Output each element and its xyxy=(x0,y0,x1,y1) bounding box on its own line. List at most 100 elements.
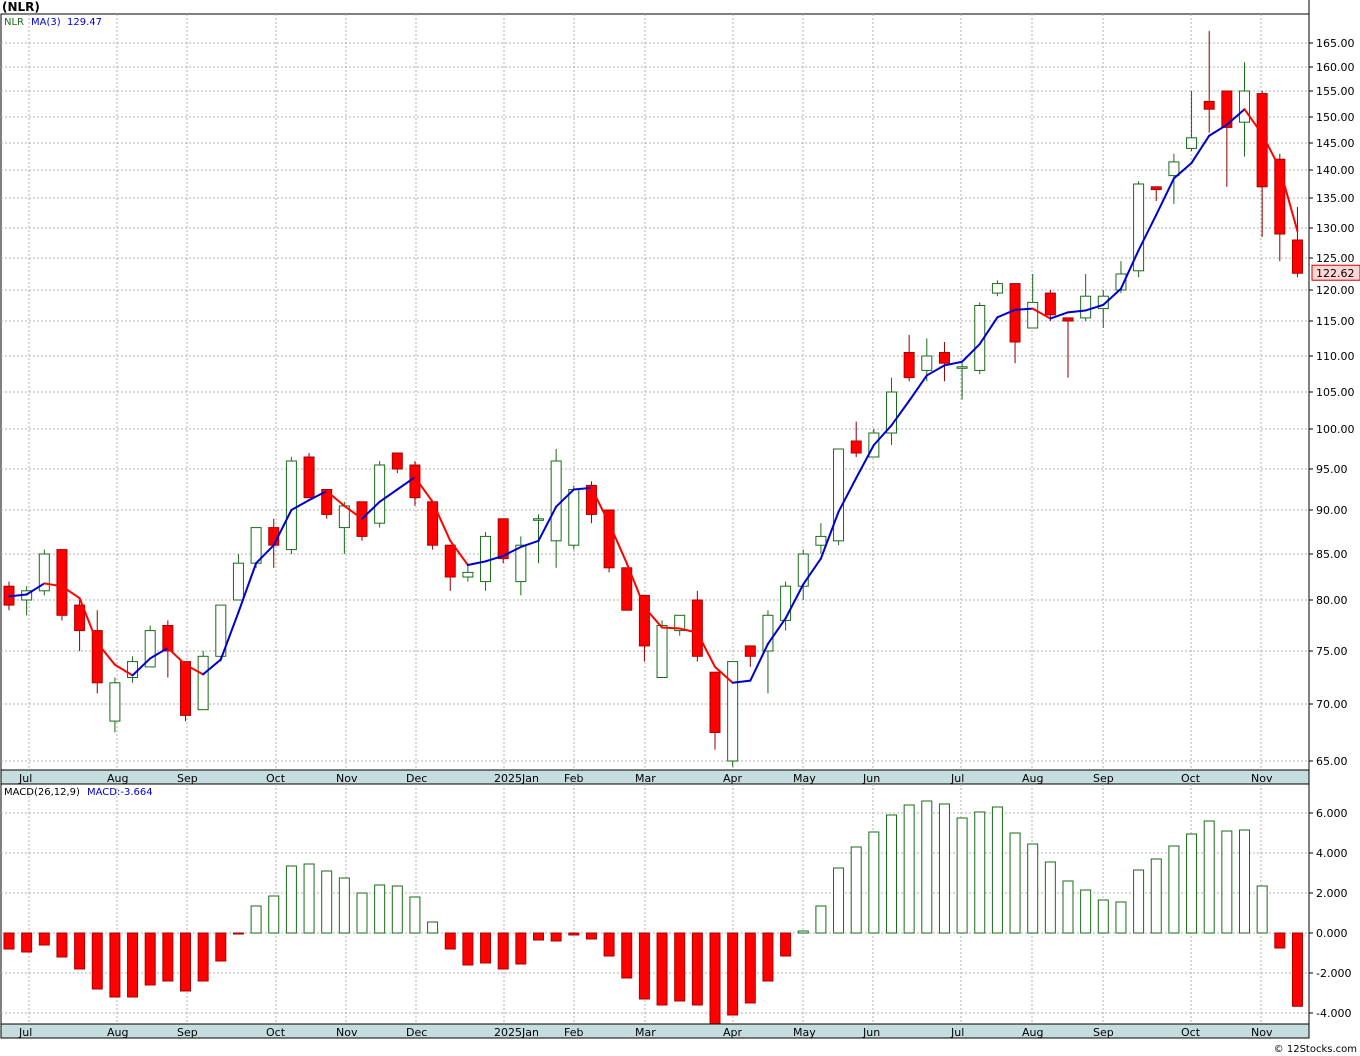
candle-body xyxy=(74,604,86,632)
price-x-tick-label: Sep xyxy=(177,772,198,785)
ma3-line-segment xyxy=(113,663,134,677)
macd-bar xyxy=(638,932,650,1000)
macd-panel: 6.000 4.000 2.000 0.000 -2.000 -4.000 MACD(26,… xyxy=(0,783,1357,1055)
macd-plot-area xyxy=(0,783,1310,1025)
candle-body xyxy=(215,604,227,657)
ma3-line-segment xyxy=(43,582,63,588)
ma3-line-segment xyxy=(802,557,822,586)
price-x-tick-label: Apr xyxy=(723,772,743,785)
ma3-line-segment xyxy=(678,627,699,634)
macd-bar xyxy=(621,932,633,979)
macd-x-tick-label: May xyxy=(793,1026,816,1039)
price-x-tick-label: Mar xyxy=(635,772,656,785)
candle-body xyxy=(462,571,474,578)
price-y-tick-label: 120.00 xyxy=(1316,284,1355,297)
ma3-line-segment xyxy=(572,486,593,491)
candle-body xyxy=(109,682,121,722)
macd-bar xyxy=(585,932,597,940)
macd-x-tick-label: Jul xyxy=(950,1026,964,1039)
ma3-line-segment xyxy=(413,476,434,503)
candle-body xyxy=(850,440,862,454)
price-legend-ma-value: 129.47 xyxy=(67,17,102,28)
macd-bar xyxy=(603,932,615,957)
macd-bar xyxy=(1239,829,1250,934)
ma3-line-segment xyxy=(1119,249,1140,290)
candle-body xyxy=(656,625,668,678)
ma3-line-segment xyxy=(466,560,487,567)
price-x-tick-label: Sep xyxy=(1093,772,1114,785)
macd-bar xyxy=(727,932,739,1016)
macd-x-tick-label: Apr xyxy=(723,1026,743,1039)
macd-y-tick-label: -4.000 xyxy=(1316,1007,1351,1020)
candle-body xyxy=(144,630,156,668)
ma3-line-segment xyxy=(25,582,46,596)
candle-body xyxy=(921,355,933,371)
macd-bar xyxy=(321,870,333,934)
price-y-tick-label: 145.00 xyxy=(1316,137,1355,150)
ma3-line-segment xyxy=(872,424,893,446)
ma3-line-segment xyxy=(590,486,611,525)
price-legend-ma: MA(3) xyxy=(31,17,61,28)
price-y-tick-label: 125.00 xyxy=(1316,252,1355,265)
macd-bar xyxy=(691,932,703,1006)
macd-bar xyxy=(374,884,386,934)
ma3-line-segment xyxy=(696,631,716,668)
macd-bar xyxy=(303,863,315,934)
price-y-tick-label: 65.00 xyxy=(1316,755,1348,768)
macd-bar xyxy=(1009,832,1021,934)
price-x-tick-label: 2025Jan xyxy=(494,772,539,785)
last-price-tag: 122.62 xyxy=(1316,267,1355,280)
ma3-line-segment xyxy=(519,539,540,548)
footer-credit: © 12Stocks.com xyxy=(1274,1044,1357,1055)
macd-bar xyxy=(868,831,880,934)
price-y-tick-label: 90.00 xyxy=(1316,504,1348,517)
ma3-line-segment xyxy=(1137,213,1158,252)
macd-bar xyxy=(974,811,986,934)
macd-x-tick-label: Aug xyxy=(107,1026,128,1039)
ma3-line-segment xyxy=(1102,287,1122,306)
ma3-line-segment xyxy=(625,562,646,609)
macd-bar xyxy=(109,932,121,998)
ma3-line-segment xyxy=(325,490,346,507)
macd-bar xyxy=(127,932,139,998)
macd-bar xyxy=(815,905,827,934)
ma3-line-segment xyxy=(978,316,999,346)
ma3-line-segment xyxy=(819,510,840,560)
macd-bar xyxy=(991,806,1003,934)
macd-legend-value: MACD:-3.664 xyxy=(87,787,153,798)
candle-body xyxy=(1186,137,1198,149)
candle-body xyxy=(1080,295,1092,319)
candle-body xyxy=(938,352,950,364)
price-x-tick-label: Nov xyxy=(336,772,358,785)
macd-bar xyxy=(162,932,174,982)
candle-body xyxy=(1062,317,1074,322)
macd-bar xyxy=(956,817,968,934)
candle-body xyxy=(1097,295,1109,310)
ma3-line-segment xyxy=(343,504,363,520)
ma3-line-segment xyxy=(661,626,681,630)
price-x-tick-label: Jun xyxy=(862,772,880,785)
macd-bar xyxy=(197,932,209,982)
ma3-line-segment xyxy=(837,477,858,513)
candle-body xyxy=(1150,186,1162,191)
macd-bar xyxy=(409,896,421,934)
ma3-line-segment xyxy=(184,663,205,676)
ma3-line-segment xyxy=(96,641,116,666)
ma3-line-segment xyxy=(1084,303,1105,312)
macd-x-tick-label: Jun xyxy=(862,1026,880,1039)
macd-bar xyxy=(938,803,950,934)
macd-bar xyxy=(462,932,474,966)
ma3-line-segment xyxy=(555,488,575,508)
candle-body xyxy=(709,671,721,734)
ma3-line-segment xyxy=(643,606,664,629)
candle-body xyxy=(1044,292,1056,316)
macd-bar xyxy=(568,932,580,936)
candle-body xyxy=(497,518,509,560)
price-x-tick-label: Jul xyxy=(950,772,964,785)
ma3-line-segment xyxy=(608,522,628,565)
candle-body xyxy=(550,460,562,542)
macd-bar xyxy=(533,932,544,941)
macd-x-tick-label: Oct xyxy=(1181,1026,1201,1039)
ma3-line-segment xyxy=(1067,309,1087,314)
macd-bar xyxy=(180,932,191,992)
